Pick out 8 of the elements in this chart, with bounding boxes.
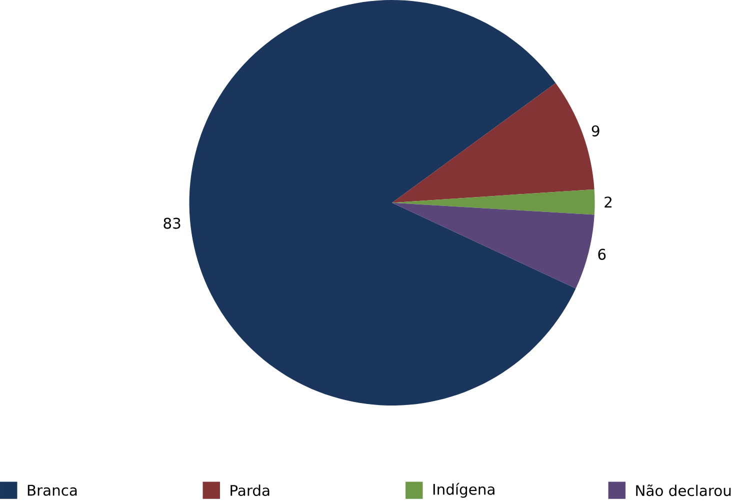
data-label: 9 (592, 125, 600, 137)
legend-label: Indígena (433, 483, 494, 498)
legend-label: Parda (230, 484, 270, 496)
data-label: 2 (604, 196, 612, 208)
legend-label: Não declarou (636, 484, 731, 496)
legend-label: Branca (28, 484, 77, 496)
data-label: 6 (598, 248, 606, 260)
data-label: 83 (164, 218, 180, 229)
